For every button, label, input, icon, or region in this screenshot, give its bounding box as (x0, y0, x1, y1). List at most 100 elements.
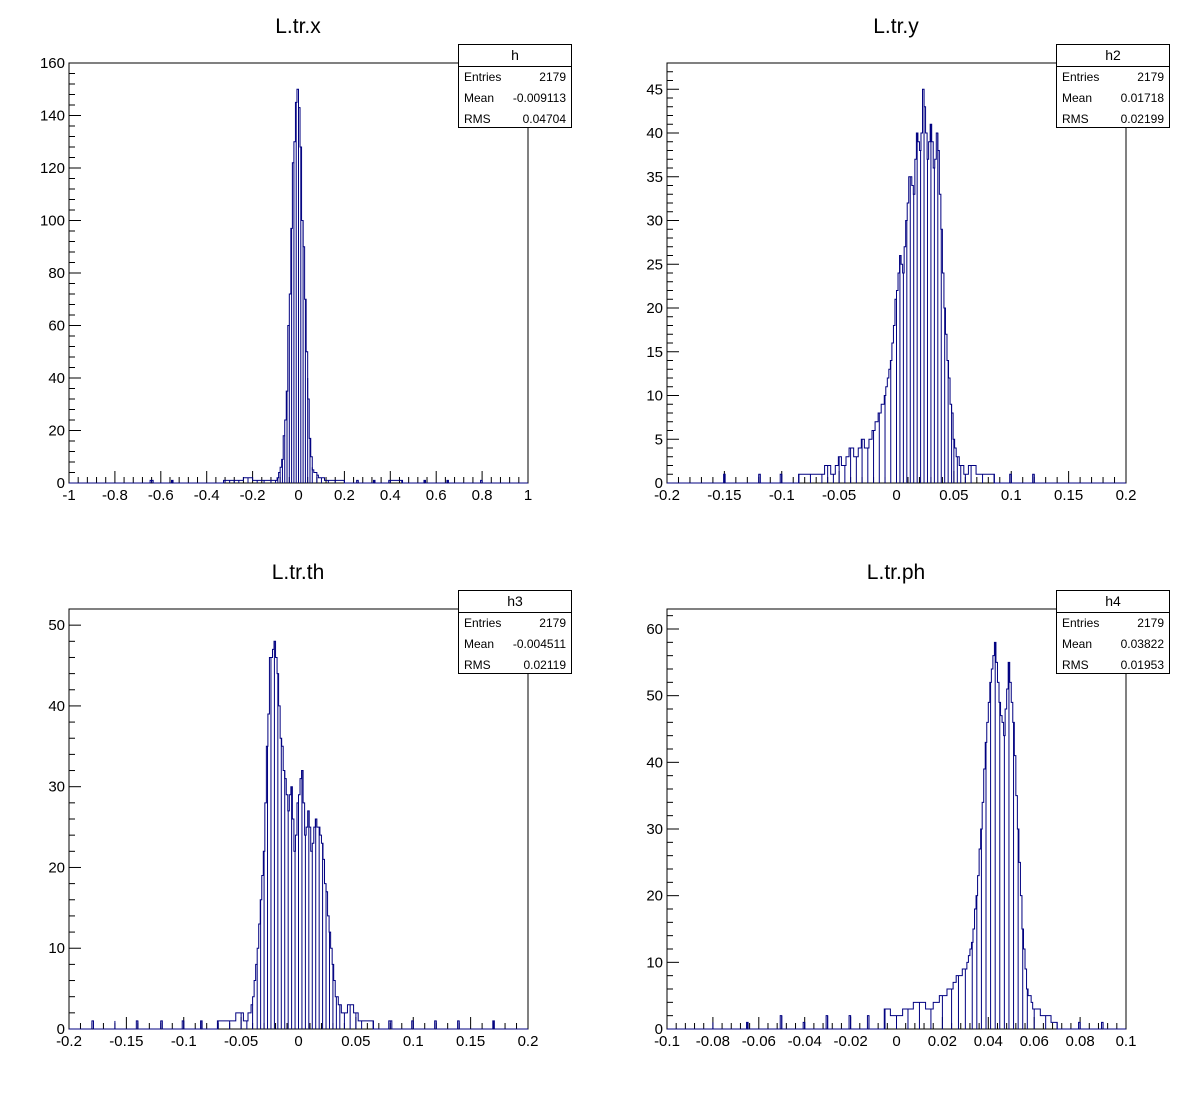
histogram-panel-3: -0.2 -0.15 -0.1 -0.05 0 0.05 0.1 0.15 0.2 0 10 20 30… (0, 546, 598, 1092)
stats-hist-name: h4 (1057, 591, 1169, 613)
stats-entries-value: 2179 (1137, 70, 1164, 84)
stats-hist-name: h2 (1057, 45, 1169, 67)
y-tick-label: 50 (646, 688, 663, 705)
x-tick-label: 0 (892, 487, 900, 504)
y-tick-label: 120 (40, 160, 65, 177)
stats-mean-label: Mean (1062, 637, 1093, 651)
stats-mean-label: Mean (1062, 91, 1093, 105)
y-tick-label: 20 (48, 859, 65, 876)
histogram-panel-1: -1 -0.8 -0.6 -0.4 -0.2 0 0.2 0.4 0.6 0.8 1 0 20 40 60 8… (0, 0, 598, 546)
y-tick-label: 10 (646, 954, 663, 971)
x-tick-label: -0.2 (654, 487, 680, 504)
stats-entries-value: 2179 (539, 70, 566, 84)
x-tick-label: -0.15 (109, 1033, 143, 1050)
panel-title: L.tr.th (271, 561, 325, 584)
stats-entries-value: 2179 (539, 616, 566, 630)
stats-entries-label: Entries (464, 70, 502, 84)
y-tick-label: 20 (646, 888, 663, 905)
x-tick-label: -0.1 (171, 1033, 197, 1050)
x-tick-label: 0.1 (403, 1033, 424, 1050)
y-tick-label: 0 (57, 1021, 65, 1038)
y-tick-label: 5 (655, 431, 663, 448)
y-tick-label: 0 (655, 1021, 663, 1038)
stats-rms-value: 0.02119 (523, 658, 567, 672)
x-tick-label: 0 (892, 1033, 900, 1050)
x-tick-label: 0.06 (1020, 1033, 1049, 1050)
stats-mean-value: 0.01718 (1120, 91, 1164, 105)
stats-mean-value: 0.03822 (1120, 637, 1164, 651)
y-tick-label: 0 (57, 475, 65, 492)
x-tick-label: -0.08 (696, 1033, 730, 1050)
stats-entries-label: Entries (1062, 616, 1100, 630)
y-tick-label: 40 (646, 754, 663, 771)
histogram-plot-3: -0.2 -0.15 -0.1 -0.05 0 0.05 0.1 0.15 0.2 0 10 20 30… (48, 608, 539, 1050)
x-tick-label: -0.15 (707, 487, 741, 504)
y-tick-label: 20 (48, 423, 65, 440)
x-tick-label: 1 (524, 487, 532, 504)
y-tick-label: 140 (40, 108, 65, 125)
y-tick-label: 160 (40, 55, 65, 72)
y-tick-label: 30 (646, 821, 663, 838)
x-tick-label: 0.2 (334, 487, 355, 504)
y-tick-label: 50 (48, 617, 65, 634)
x-tick-label: 0.04 (974, 1033, 1003, 1050)
y-tick-label: 35 (646, 169, 663, 186)
y-tick-label: 10 (48, 940, 65, 957)
stats-mean-value: -0.004511 (512, 637, 566, 651)
x-tick-label: 0.6 (426, 487, 447, 504)
y-tick-label: 100 (40, 213, 65, 230)
histogram-series (667, 641, 1126, 1030)
stats-entries-label: Entries (1062, 70, 1100, 84)
y-tick-label: 20 (646, 300, 663, 317)
x-tick-label: -0.2 (56, 1033, 82, 1050)
x-tick-label: 0.2 (1116, 487, 1137, 504)
x-tick-label: -0.1 (769, 487, 795, 504)
x-tick-label: 0.2 (518, 1033, 539, 1050)
panel-title: L.tr.x (275, 15, 321, 38)
x-tick-label: -0.02 (833, 1033, 867, 1050)
stats-rms-value: 0.04704 (522, 112, 566, 126)
panel-title: L.tr.y (873, 15, 919, 38)
x-tick-label: -0.8 (102, 487, 128, 504)
x-tick-label: 0.08 (1065, 1033, 1094, 1050)
stats-mean-value: -0.009113 (512, 91, 566, 105)
x-tick-label: -0.05 (224, 1033, 258, 1050)
y-tick-label: 40 (48, 698, 65, 715)
y-tick-label: 10 (646, 388, 663, 405)
stats-mean-label: Mean (464, 637, 495, 651)
x-tick-label: -0.06 (742, 1033, 776, 1050)
x-tick-label: 0.8 (472, 487, 493, 504)
x-tick-label: -0.1 (654, 1033, 680, 1050)
y-tick-label: 45 (646, 81, 663, 98)
stats-rms-value: 0.01953 (1120, 658, 1164, 672)
stats-rms-label: RMS (464, 112, 491, 126)
stats-hist-name: h (459, 45, 571, 67)
x-tick-label: -1 (62, 487, 75, 504)
histogram-plot-4: -0.1 -0.08 -0.06 -0.04 -0.02 0 0.02 0.04 0.06 0.0… (646, 608, 1137, 1050)
stats-box: h4 Entries 2179 Mean 0.03822 RMS 0.01953 (1056, 590, 1170, 674)
x-tick-label: 0.15 (456, 1033, 485, 1050)
stats-mean-label: Mean (464, 91, 495, 105)
stats-rms-value: 0.02199 (1120, 112, 1164, 126)
x-tick-label: 0.02 (928, 1033, 957, 1050)
y-tick-label: 60 (48, 318, 65, 335)
y-tick-label: 30 (48, 779, 65, 796)
y-tick-label: 25 (646, 256, 663, 273)
x-tick-label: -0.2 (240, 487, 266, 504)
y-tick-label: 40 (646, 125, 663, 142)
histogram-series (69, 88, 528, 484)
y-tick-label: 80 (48, 265, 65, 282)
x-tick-label: 0.05 (341, 1033, 370, 1050)
x-tick-label: -0.05 (822, 487, 856, 504)
x-tick-label: -0.4 (194, 487, 220, 504)
y-tick-label: 60 (646, 621, 663, 638)
y-tick-label: 15 (646, 344, 663, 361)
x-tick-label: 0.15 (1054, 487, 1083, 504)
y-tick-label: 40 (48, 370, 65, 387)
x-tick-label: -0.6 (148, 487, 174, 504)
x-tick-label: -0.04 (788, 1033, 822, 1050)
stats-rms-label: RMS (1062, 112, 1089, 126)
stats-entries-value: 2179 (1137, 616, 1164, 630)
x-tick-label: 0.1 (1116, 1033, 1137, 1050)
stats-box: h3 Entries 2179 Mean -0.004511 RMS 0.02119 (458, 590, 572, 674)
